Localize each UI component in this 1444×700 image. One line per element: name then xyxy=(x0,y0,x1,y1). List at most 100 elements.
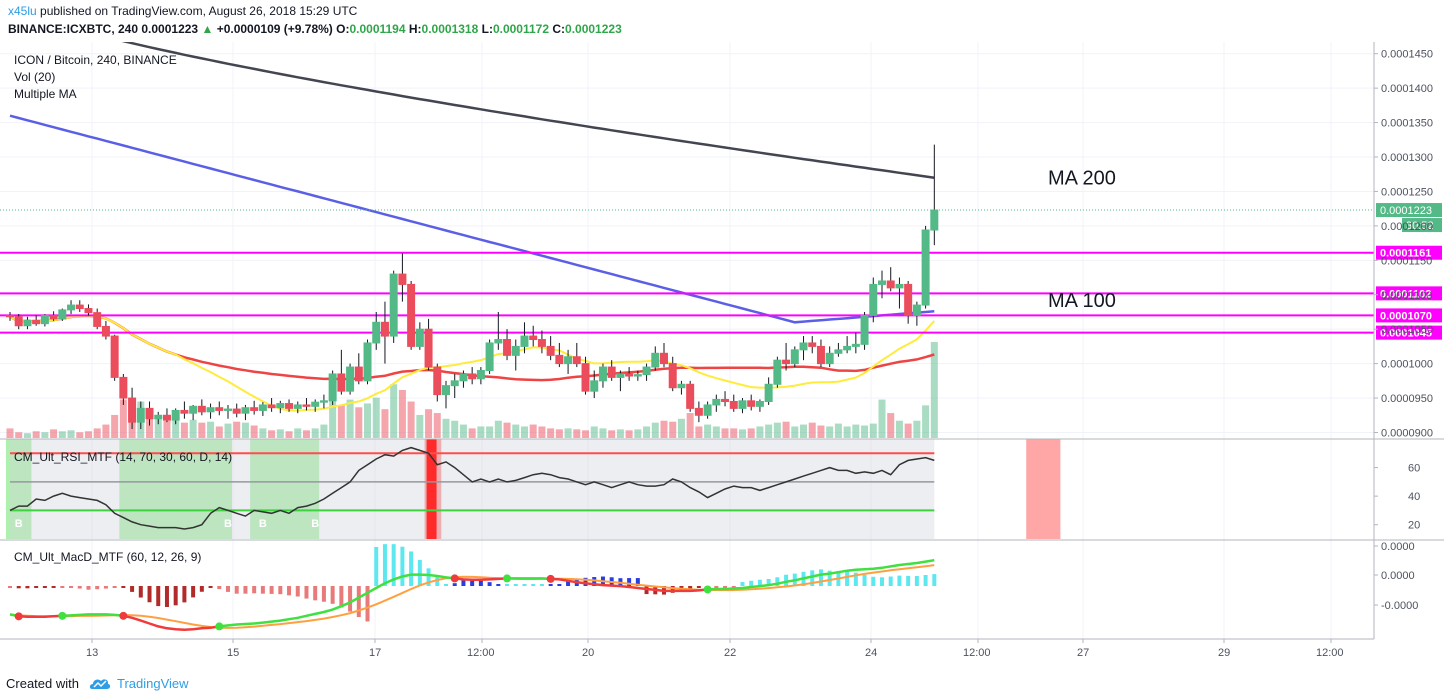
volume-bar xyxy=(93,428,101,438)
symbol-label: BINANCE:ICXBTC, 240 xyxy=(8,22,139,36)
macd-histogram-bar xyxy=(226,586,230,592)
volume-bar xyxy=(782,421,790,438)
candle-body xyxy=(860,314,869,345)
volume-bar xyxy=(84,431,92,438)
candle-body xyxy=(267,404,276,409)
macd-histogram-bar xyxy=(592,577,597,586)
y-tick-label: 0.0001000 xyxy=(1381,359,1433,371)
y-tick-label: 0.0001450 xyxy=(1381,49,1433,61)
rsi-pane: 60 40 20 xyxy=(9,446,1420,532)
legend-macd: CM_Ult_MacD_MTF (60, 12, 26, 9) xyxy=(14,550,202,564)
volume-bar xyxy=(590,426,598,438)
volume-bar xyxy=(398,390,406,438)
volume-bar xyxy=(712,426,720,438)
candle-body xyxy=(790,349,799,365)
candle-body xyxy=(206,407,215,413)
candle-body xyxy=(886,280,895,289)
volume-bar xyxy=(555,429,563,438)
publish-text: published on TradingView.com, August 26,… xyxy=(40,4,358,18)
candle-body xyxy=(773,359,782,385)
macd-histogram-bar xyxy=(164,586,169,607)
macd-histogram-bar xyxy=(862,574,867,586)
footer: Created with TradingView xyxy=(0,672,1444,700)
x-tick-label: 24 xyxy=(865,647,877,659)
candle-body xyxy=(555,354,564,365)
candle-body xyxy=(224,408,232,411)
low-value: 0.0001172 xyxy=(492,22,550,36)
macd-histogram-bar xyxy=(696,586,701,588)
macd-cross-dot xyxy=(58,611,67,620)
candle-body xyxy=(189,405,198,414)
macd-histogram-bar xyxy=(25,586,30,589)
candle-body xyxy=(537,339,546,347)
x-tick-label: 29 xyxy=(1218,647,1230,659)
volume-bar xyxy=(826,426,834,438)
macd-histogram-bar xyxy=(539,584,544,586)
close-value: 0.0001223 xyxy=(565,22,622,36)
candle-body xyxy=(747,400,756,407)
macd-histogram-bar xyxy=(86,586,91,590)
macd-histogram-bar xyxy=(627,578,632,586)
candle-body xyxy=(642,366,651,376)
macd-histogram-bar xyxy=(723,586,728,589)
candle-body xyxy=(162,414,171,421)
candle-body xyxy=(921,229,930,306)
volume-bar xyxy=(582,430,590,438)
macd-histogram-bar xyxy=(130,586,135,592)
macd-histogram-bar xyxy=(147,586,152,603)
volume-bar xyxy=(407,401,415,438)
candle-body xyxy=(75,304,84,310)
rsi-y-tick-label: 20 xyxy=(1408,520,1420,532)
y-tick-label: 0.0001350 xyxy=(1381,118,1433,130)
candle-body xyxy=(84,308,93,314)
macd-histogram-bar xyxy=(810,570,815,586)
volume-bar xyxy=(58,431,66,438)
open-label: O: xyxy=(336,22,350,36)
macd-histogram-bar xyxy=(365,586,370,622)
chart-area[interactable]: B B B B 0.0001161 0.0001102 0.0001070 0.000104… xyxy=(0,42,1444,672)
tradingview-link[interactable]: TradingView xyxy=(117,676,189,691)
macd-histogram-bar xyxy=(217,586,222,590)
x-tick-label: 22 xyxy=(724,647,736,659)
macd-histogram-bar xyxy=(426,568,431,586)
candle-body xyxy=(485,342,494,372)
candle-body xyxy=(476,370,485,380)
support-resistance-lines: 0.00011610.00011020.00010700.00010450.00… xyxy=(0,203,1442,340)
high-label: H: xyxy=(408,22,422,36)
macd-histogram-bar xyxy=(382,544,387,586)
candle-body xyxy=(363,342,372,382)
rsi-buy-marker: B xyxy=(224,518,232,530)
macd-histogram-bar xyxy=(69,586,74,588)
candle-body xyxy=(14,316,23,327)
rsi-buy-band xyxy=(6,439,32,539)
ma200-line xyxy=(121,42,935,179)
volume-bar xyxy=(302,430,310,438)
candle-body xyxy=(311,401,320,407)
level-label-bg xyxy=(1376,325,1442,340)
volume-bar xyxy=(494,420,502,438)
countdown-bg xyxy=(1402,218,1442,233)
y-tick-label: 0.0001050 xyxy=(1381,324,1433,336)
candle-body xyxy=(912,304,921,316)
macd-histogram-bar xyxy=(470,578,475,586)
macd-histogram-bar xyxy=(871,576,876,586)
candle-body xyxy=(878,280,886,285)
macd-line-segment xyxy=(707,558,935,591)
volume-bar xyxy=(233,421,241,438)
author-link[interactable]: x45lu xyxy=(8,4,37,18)
tradingview-logo-icon[interactable] xyxy=(88,675,112,693)
rsi-y-tick-label: 40 xyxy=(1408,491,1420,503)
volume-bar xyxy=(459,424,467,438)
candle-body xyxy=(494,339,503,344)
macd-signal-line xyxy=(9,564,935,629)
volume-bar xyxy=(285,431,293,438)
level-label-bg xyxy=(1376,245,1442,260)
macd-line-segment xyxy=(454,577,508,582)
macd-histogram-bar xyxy=(173,586,178,606)
candle-body xyxy=(782,359,791,365)
volume-bar xyxy=(111,414,119,438)
candle-body xyxy=(686,383,695,409)
volume-bar xyxy=(599,428,607,438)
candle-body xyxy=(372,321,381,344)
